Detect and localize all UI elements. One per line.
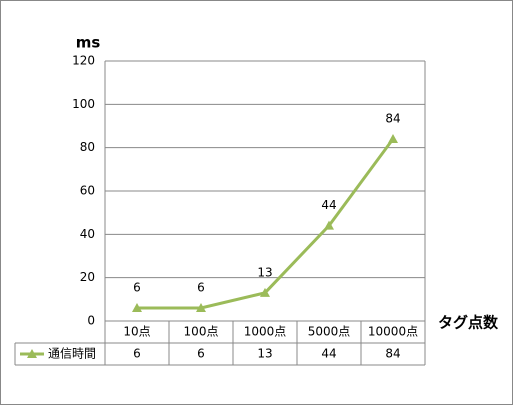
data-label: 84 — [385, 112, 400, 126]
y-tick-label: 80 — [80, 140, 95, 154]
y-tick-label: 0 — [87, 314, 95, 328]
y-tick-label: 40 — [80, 227, 95, 241]
table-value: 44 — [321, 347, 336, 361]
x-tick-label: 10000点 — [368, 325, 418, 339]
legend-marker — [27, 349, 37, 358]
table-value: 13 — [257, 347, 272, 361]
table-value: 6 — [197, 347, 205, 361]
marker — [196, 303, 206, 312]
x-tick-label: 10点 — [123, 325, 150, 339]
y-tick-label: 120 — [72, 54, 95, 68]
marker — [132, 303, 142, 312]
table-value: 6 — [133, 347, 141, 361]
y-tick-label: 60 — [80, 184, 95, 198]
data-label: 13 — [257, 265, 272, 279]
y-tick-label: 100 — [72, 97, 95, 111]
data-label: 6 — [197, 281, 205, 295]
x-tick-label: 5000点 — [308, 325, 351, 339]
y-tick-label: 20 — [80, 270, 95, 284]
x-tick-label: 1000点 — [244, 325, 287, 339]
data-label: 6 — [133, 281, 141, 295]
table-value: 84 — [385, 347, 400, 361]
marker — [324, 220, 334, 230]
data-label: 44 — [321, 198, 336, 212]
x-axis-label: タグ点数 — [438, 314, 499, 332]
marker — [260, 287, 270, 297]
x-tick-label: 100点 — [184, 325, 219, 339]
legend-label: 通信時間 — [48, 347, 96, 361]
marker — [388, 134, 398, 143]
y-axis-label: ms — [76, 34, 101, 52]
